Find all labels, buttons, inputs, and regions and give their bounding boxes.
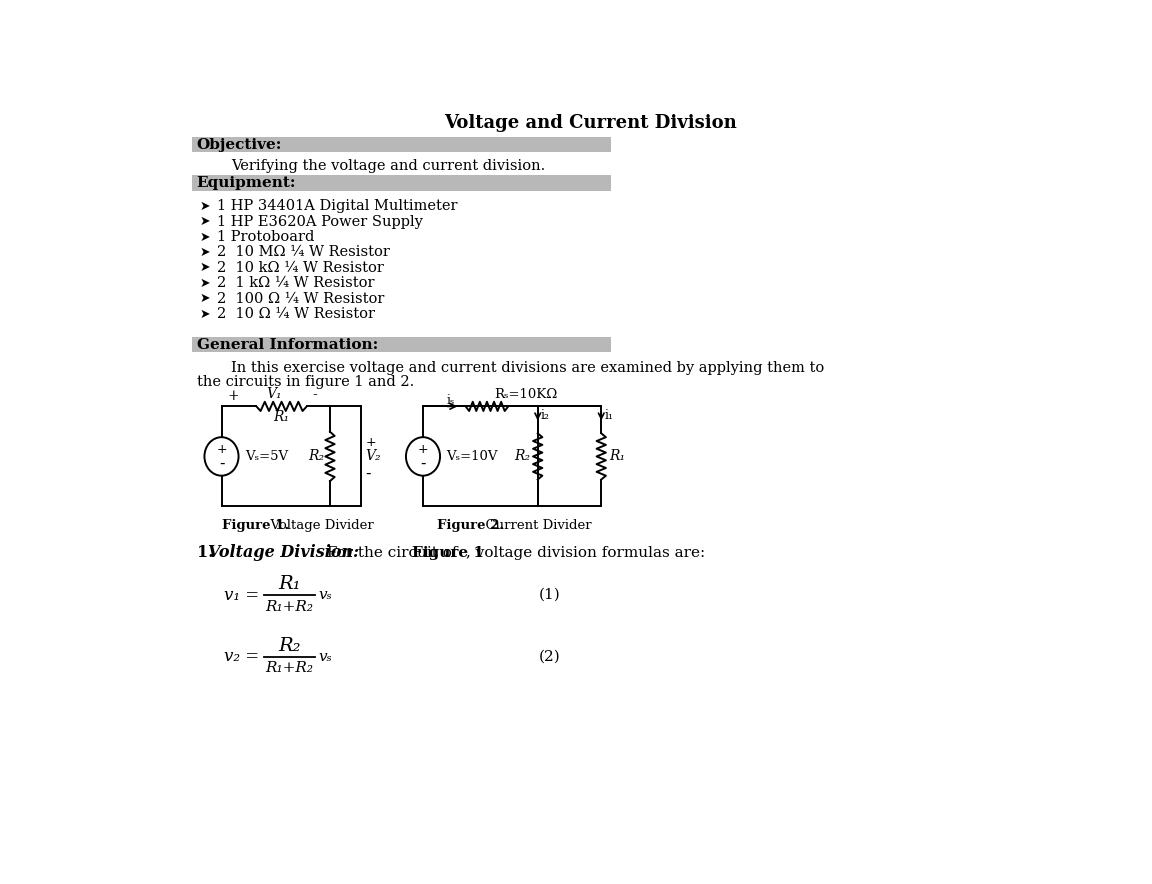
Text: ➤: ➤: [199, 215, 211, 228]
Bar: [192, 137, 611, 152]
Text: 2  100 Ω ¼ W Resistor: 2 100 Ω ¼ W Resistor: [217, 292, 385, 306]
Text: 1 Protoboard: 1 Protoboard: [217, 230, 314, 244]
Text: ➤: ➤: [199, 200, 211, 213]
Text: 1.: 1.: [197, 545, 213, 561]
Bar: [192, 337, 611, 353]
Text: v₁ =: v₁ =: [223, 586, 259, 604]
Text: ➤: ➤: [199, 246, 211, 259]
Text: ➤: ➤: [199, 308, 211, 321]
Text: R₁: R₁: [278, 575, 301, 593]
Text: R₂: R₂: [308, 449, 324, 463]
Text: the circuits in figure 1 and 2.: the circuits in figure 1 and 2.: [197, 375, 414, 389]
Text: 1 HP 34401A Digital Multimeter: 1 HP 34401A Digital Multimeter: [217, 199, 457, 213]
Text: ➤: ➤: [199, 292, 211, 305]
Text: Objective:: Objective:: [197, 138, 282, 151]
Text: i₁: i₁: [605, 409, 613, 423]
Text: Voltage Divider: Voltage Divider: [262, 519, 373, 532]
Text: +: +: [365, 436, 377, 449]
Text: 2  1 kΩ ¼ W Resistor: 2 1 kΩ ¼ W Resistor: [217, 276, 374, 290]
Text: ➤: ➤: [199, 262, 211, 274]
Text: -: -: [420, 456, 426, 471]
Text: +: +: [217, 443, 227, 456]
Text: Voltage and Current Division: Voltage and Current Division: [444, 114, 737, 132]
Text: Figure 1: Figure 1: [412, 545, 484, 560]
Text: vₛ: vₛ: [318, 588, 332, 602]
Text: R₁: R₁: [609, 449, 626, 463]
Text: R₂: R₂: [514, 449, 530, 463]
Text: iₛ: iₛ: [446, 393, 455, 407]
Text: i₂: i₂: [540, 409, 550, 423]
Text: Figure 1.: Figure 1.: [221, 519, 289, 532]
Text: 1 HP E3620A Power Supply: 1 HP E3620A Power Supply: [217, 215, 423, 229]
Text: -: -: [219, 456, 225, 471]
Text: Figure 2.: Figure 2.: [437, 519, 505, 532]
Text: +: +: [418, 443, 429, 456]
Text: Voltage Division:: Voltage Division:: [207, 545, 358, 561]
Text: v₂ =: v₂ =: [223, 648, 259, 665]
Text: +: +: [227, 389, 238, 402]
Text: In this exercise voltage and current divisions are examined by applying them to: In this exercise voltage and current div…: [230, 361, 824, 375]
Text: Current Divider: Current Divider: [477, 519, 592, 532]
Text: Equipment:: Equipment:: [197, 176, 296, 190]
Text: Rₛ=10KΩ: Rₛ=10KΩ: [494, 387, 558, 400]
Text: ➤: ➤: [199, 277, 211, 290]
Text: R₁: R₁: [273, 410, 289, 424]
Text: R₁+R₂: R₁+R₂: [265, 599, 313, 613]
Text: -: -: [312, 389, 317, 402]
Text: V₂: V₂: [365, 449, 381, 463]
Text: , voltage division formulas are:: , voltage division formulas are:: [465, 545, 705, 560]
Text: 2  10 Ω ¼ W Resistor: 2 10 Ω ¼ W Resistor: [217, 307, 374, 321]
Text: ➤: ➤: [199, 231, 211, 243]
Text: vₛ: vₛ: [318, 650, 332, 664]
Bar: [192, 175, 611, 191]
Text: -: -: [365, 466, 371, 481]
Text: R₁+R₂: R₁+R₂: [265, 661, 313, 675]
Text: General Information:: General Information:: [197, 338, 378, 352]
Text: 2  10 MΩ ¼ W Resistor: 2 10 MΩ ¼ W Resistor: [217, 246, 389, 259]
Text: Verifying the voltage and current division.: Verifying the voltage and current divisi…: [230, 159, 545, 173]
Ellipse shape: [204, 438, 238, 476]
Text: V₁: V₁: [266, 387, 282, 401]
Text: (2): (2): [539, 650, 561, 664]
Text: 2  10 kΩ ¼ W Resistor: 2 10 kΩ ¼ W Resistor: [217, 261, 384, 275]
Text: Vₛ=5V: Vₛ=5V: [244, 450, 288, 463]
Text: (1): (1): [539, 588, 561, 602]
Text: For the circuit of: For the circuit of: [323, 545, 463, 560]
Text: R₂: R₂: [278, 636, 301, 655]
Ellipse shape: [406, 438, 440, 476]
Text: Vₛ=10V: Vₛ=10V: [446, 450, 498, 463]
